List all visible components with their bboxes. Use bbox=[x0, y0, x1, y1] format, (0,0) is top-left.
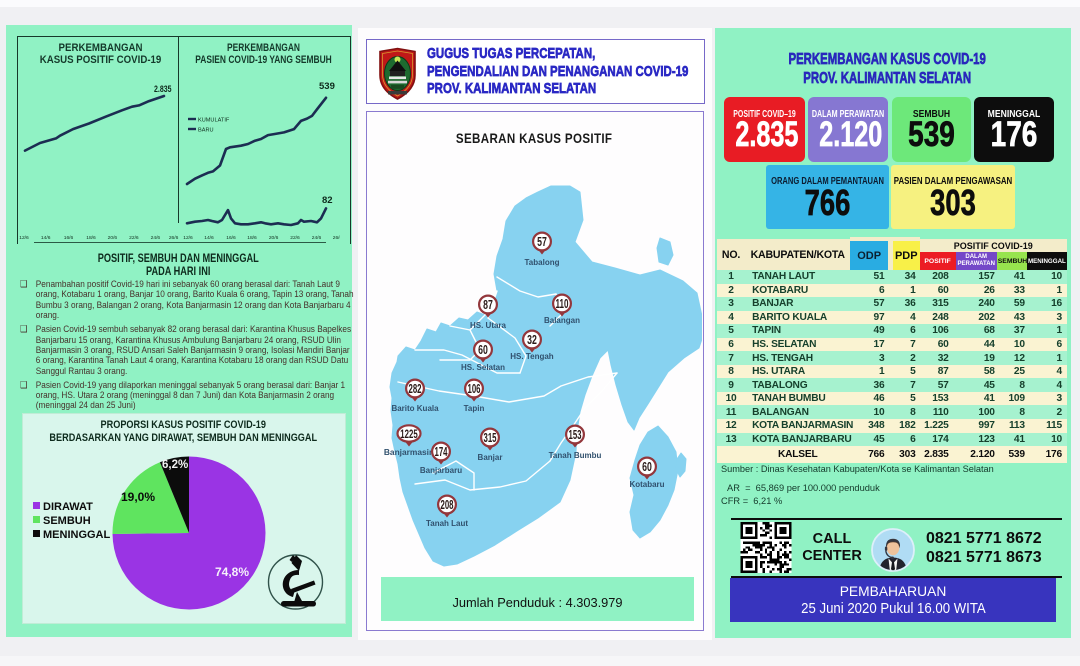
svg-text:MENINGGAL: MENINGGAL bbox=[43, 529, 111, 541]
svg-text:22/6: 22/6 bbox=[129, 235, 139, 241]
svg-text:174: 174 bbox=[435, 444, 448, 458]
svg-text:1225: 1225 bbox=[400, 426, 418, 440]
svg-text:16/6: 16/6 bbox=[226, 235, 236, 241]
svg-text:32: 32 bbox=[527, 332, 537, 346]
svg-text:106: 106 bbox=[468, 381, 481, 395]
svg-text:SEMBUH: SEMBUH bbox=[43, 515, 91, 527]
svg-text:60: 60 bbox=[642, 459, 652, 473]
svg-text:315: 315 bbox=[484, 430, 497, 444]
svg-text:57: 57 bbox=[537, 234, 547, 248]
svg-text:74,8%: 74,8% bbox=[215, 565, 249, 579]
svg-text:14/6: 14/6 bbox=[204, 235, 214, 241]
svg-text:87: 87 bbox=[483, 297, 493, 311]
svg-text:2.835: 2.835 bbox=[154, 84, 172, 95]
svg-text:18/6: 18/6 bbox=[247, 235, 257, 241]
svg-text:16/6: 16/6 bbox=[64, 235, 74, 241]
svg-text:20/6: 20/6 bbox=[269, 235, 279, 241]
svg-text:24/6: 24/6 bbox=[151, 235, 161, 241]
svg-text:60: 60 bbox=[478, 342, 488, 356]
svg-text:24/6: 24/6 bbox=[312, 235, 322, 241]
svg-text:110: 110 bbox=[556, 296, 569, 310]
svg-text:12/6: 12/6 bbox=[19, 235, 29, 241]
svg-text:BARU: BARU bbox=[198, 128, 214, 134]
svg-text:19,0%: 19,0% bbox=[121, 490, 155, 504]
svg-text:KUMULATIF: KUMULATIF bbox=[198, 118, 230, 124]
svg-text:6,2%: 6,2% bbox=[162, 459, 188, 471]
svg-text:208: 208 bbox=[441, 497, 454, 511]
svg-text:82: 82 bbox=[322, 195, 333, 206]
svg-text:18/6: 18/6 bbox=[86, 235, 96, 241]
svg-text:539: 539 bbox=[319, 81, 335, 92]
svg-text:DIRAWAT: DIRAWAT bbox=[43, 501, 93, 513]
svg-text:14/6: 14/6 bbox=[41, 235, 51, 241]
svg-text:26/6: 26/6 bbox=[333, 235, 340, 241]
svg-text:12/6: 12/6 bbox=[183, 235, 193, 241]
svg-text:20/6: 20/6 bbox=[108, 235, 118, 241]
svg-text:22/6: 22/6 bbox=[290, 235, 300, 241]
svg-text:26/6: 26/6 bbox=[169, 235, 179, 241]
svg-text:282: 282 bbox=[409, 381, 422, 395]
svg-text:153: 153 bbox=[569, 427, 582, 441]
